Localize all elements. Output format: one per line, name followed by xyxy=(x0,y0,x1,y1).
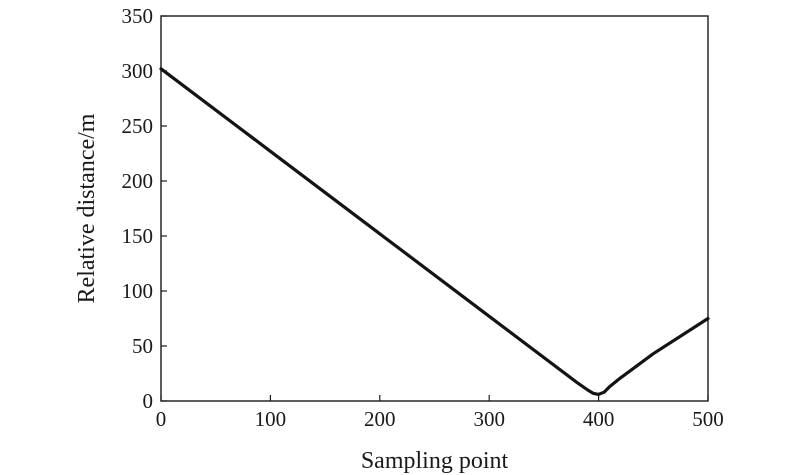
y-axis-label: Relative distance/m xyxy=(74,113,100,303)
y-tick-label: 150 xyxy=(122,224,154,248)
y-tick-label: 100 xyxy=(122,279,154,303)
y-tick-label: 350 xyxy=(122,4,154,28)
y-tick-label: 0 xyxy=(143,389,154,413)
x-tick-label: 100 xyxy=(255,407,287,431)
plot-area xyxy=(159,67,710,396)
x-tick-label: 200 xyxy=(364,407,396,431)
y-tick-label: 300 xyxy=(122,59,154,83)
x-tick-label: 0 xyxy=(156,407,167,431)
x-axis: 0 100 200 300 400 500 xyxy=(156,395,724,431)
plot-frame xyxy=(160,15,709,402)
x-tick-label: 400 xyxy=(583,407,615,431)
series-line xyxy=(159,67,710,396)
y-tick-label: 50 xyxy=(132,334,153,358)
x-axis-label: Sampling point xyxy=(361,448,509,474)
y-tick-label: 250 xyxy=(122,114,154,138)
y-axis: 0 50 100 150 200 250 300 350 xyxy=(122,4,167,413)
y-tick-label: 200 xyxy=(122,169,154,193)
x-tick-label: 500 xyxy=(692,407,724,431)
x-tick-label: 300 xyxy=(473,407,505,431)
